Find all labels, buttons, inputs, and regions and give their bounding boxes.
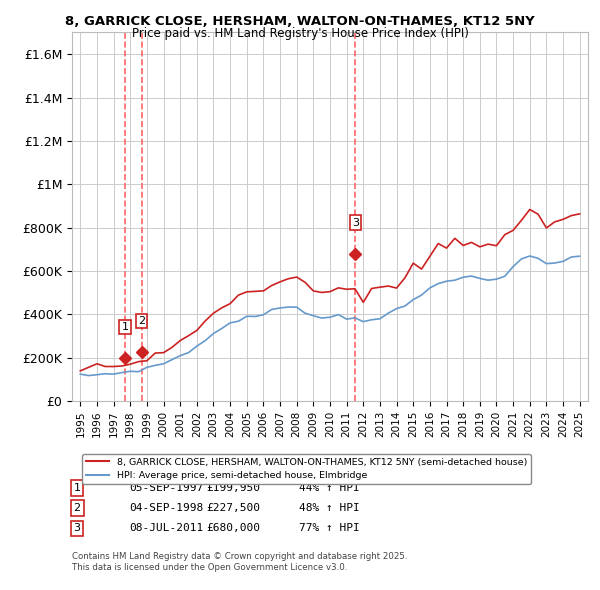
Text: 2: 2 [74, 503, 81, 513]
Text: 8, GARRICK CLOSE, HERSHAM, WALTON-ON-THAMES, KT12 5NY: 8, GARRICK CLOSE, HERSHAM, WALTON-ON-THA… [65, 15, 535, 28]
Text: £227,500: £227,500 [206, 503, 260, 513]
Text: 1: 1 [74, 483, 80, 493]
Text: 44% ↑ HPI: 44% ↑ HPI [299, 483, 360, 493]
Text: 2: 2 [138, 316, 145, 326]
Text: 1: 1 [121, 322, 128, 332]
Text: Contains HM Land Registry data © Crown copyright and database right 2025.
This d: Contains HM Land Registry data © Crown c… [72, 552, 407, 572]
Text: 05-SEP-1997: 05-SEP-1997 [129, 483, 203, 493]
Text: 3: 3 [74, 523, 80, 533]
Text: 48% ↑ HPI: 48% ↑ HPI [299, 503, 360, 513]
Text: Price paid vs. HM Land Registry's House Price Index (HPI): Price paid vs. HM Land Registry's House … [131, 27, 469, 40]
Legend: 8, GARRICK CLOSE, HERSHAM, WALTON-ON-THAMES, KT12 5NY (semi-detached house), HPI: 8, GARRICK CLOSE, HERSHAM, WALTON-ON-THA… [82, 454, 531, 484]
Text: 77% ↑ HPI: 77% ↑ HPI [299, 523, 360, 533]
Text: £680,000: £680,000 [206, 523, 260, 533]
Text: 3: 3 [352, 218, 359, 228]
Text: 04-SEP-1998: 04-SEP-1998 [129, 503, 203, 513]
Text: £199,950: £199,950 [206, 483, 260, 493]
Text: 08-JUL-2011: 08-JUL-2011 [129, 523, 203, 533]
